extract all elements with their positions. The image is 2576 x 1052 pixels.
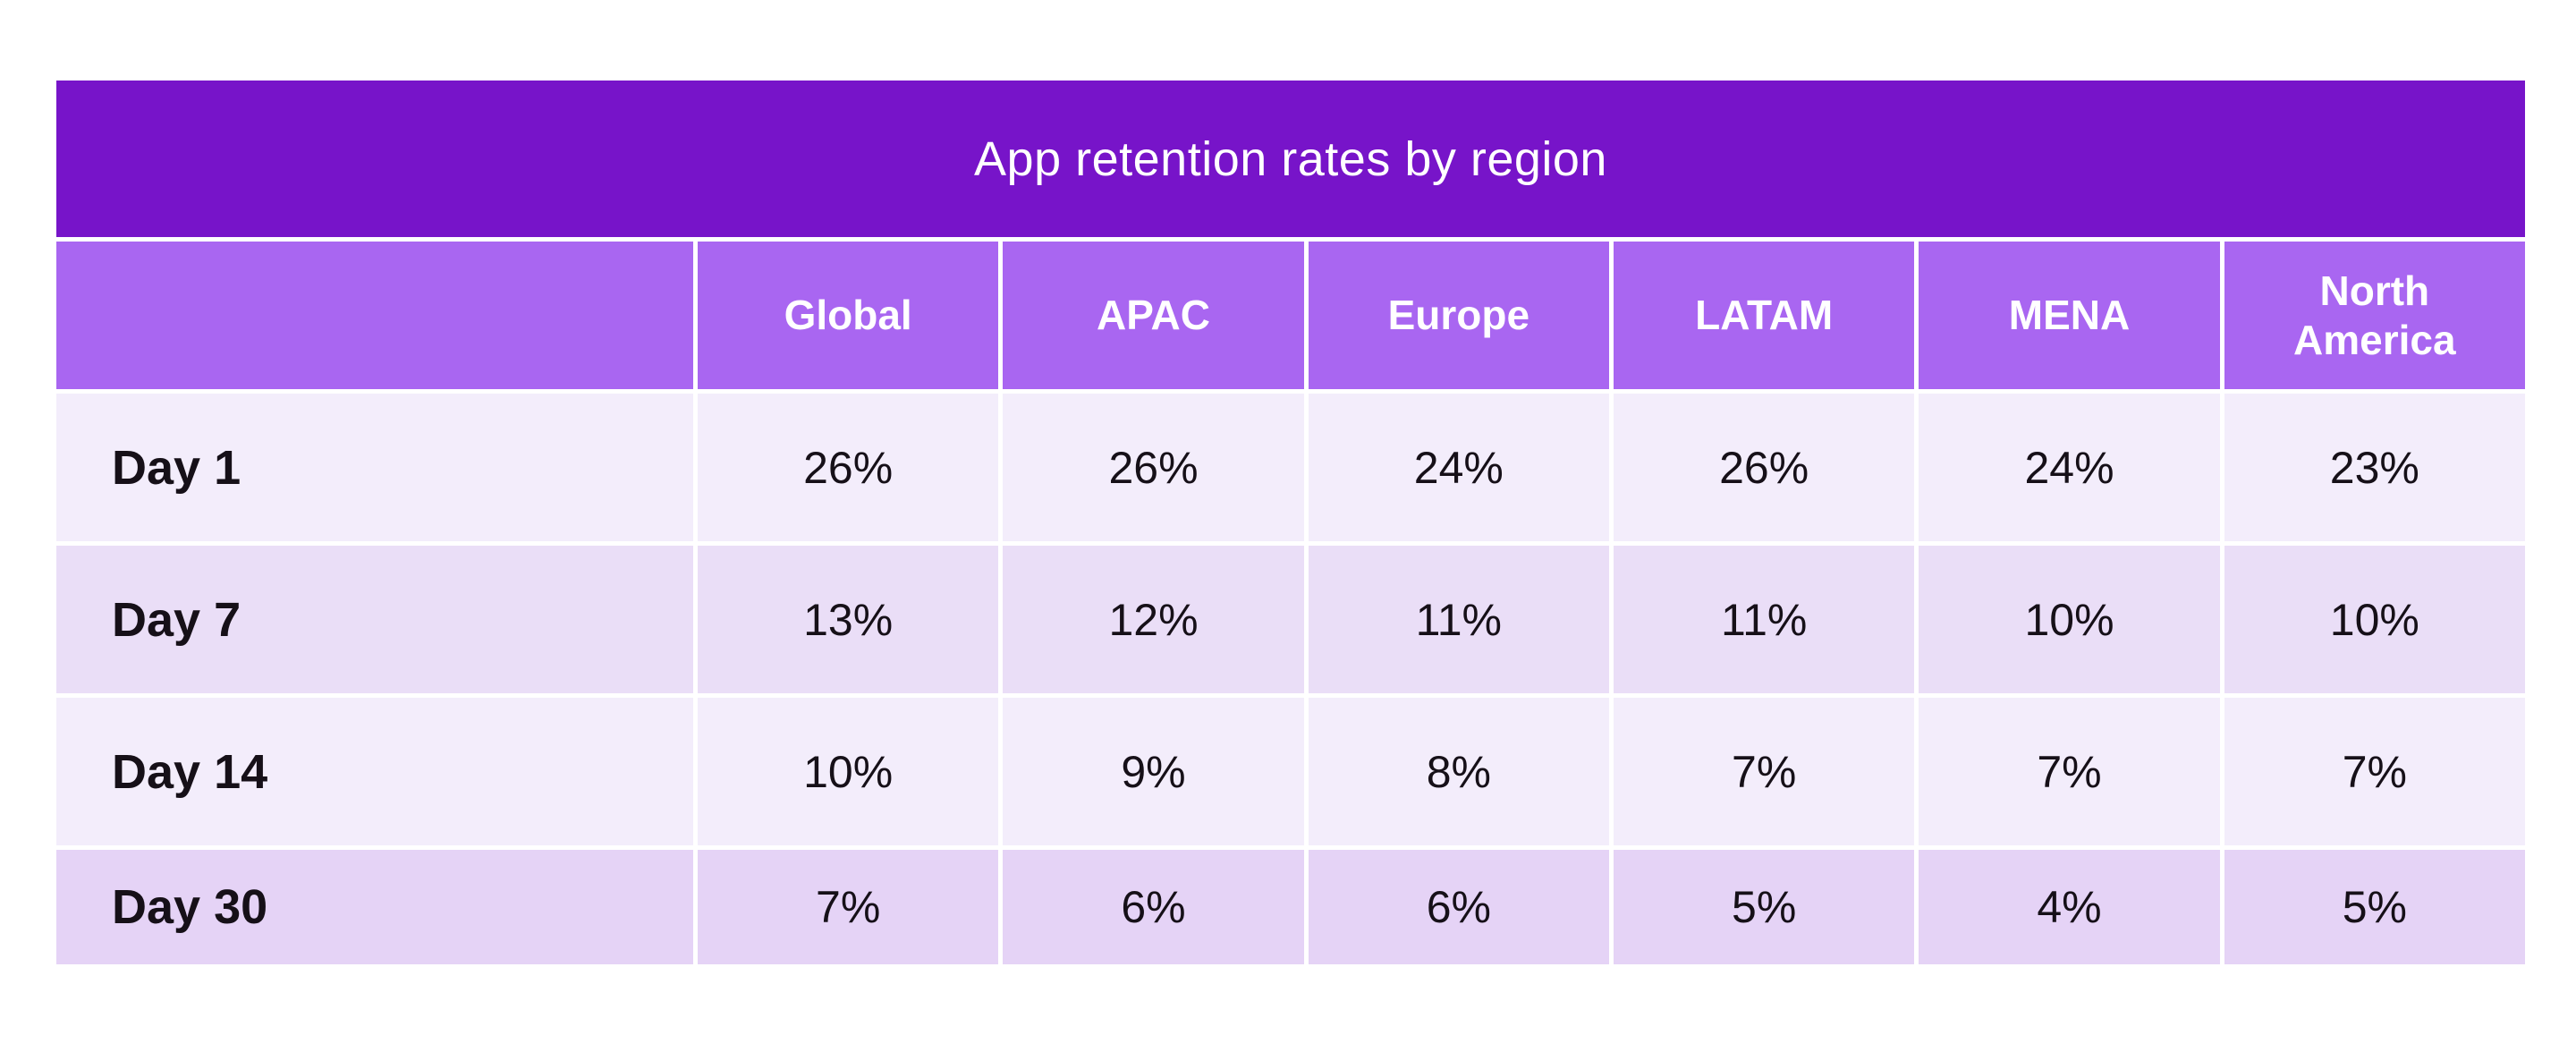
data-cell-day30-apac: 6%	[1003, 850, 1304, 964]
row-label-day-30: Day 30	[56, 850, 693, 964]
data-cell-day14-mena: 7%	[1919, 698, 2220, 845]
column-header-mena: MENA	[1919, 242, 2220, 389]
data-cell-day7-mena: 10%	[1919, 546, 2220, 693]
data-cell-day7-latam: 11%	[1614, 546, 1915, 693]
data-cell-day14-north-america: 7%	[2224, 698, 2525, 845]
column-header-latam: LATAM	[1614, 242, 1915, 389]
column-header-north-america: North America	[2224, 242, 2525, 389]
data-cell-day1-mena: 24%	[1919, 394, 2220, 541]
data-cell-day1-north-america: 23%	[2224, 394, 2525, 541]
retention-table: App retention rates by region Global APA…	[56, 81, 2525, 964]
data-cell-day30-north-america: 5%	[2224, 850, 2525, 964]
data-cell-day14-apac: 9%	[1003, 698, 1304, 845]
column-header-global: Global	[698, 242, 999, 389]
data-cell-day7-europe: 11%	[1308, 546, 1609, 693]
data-cell-day30-latam: 5%	[1614, 850, 1915, 964]
corner-cell	[56, 242, 693, 389]
data-cell-day7-apac: 12%	[1003, 546, 1304, 693]
data-cell-day1-europe: 24%	[1308, 394, 1609, 541]
row-label-day-1: Day 1	[56, 394, 693, 541]
data-cell-day14-global: 10%	[698, 698, 999, 845]
data-cell-day30-europe: 6%	[1308, 850, 1609, 964]
data-cell-day30-mena: 4%	[1919, 850, 2220, 964]
data-cell-day14-latam: 7%	[1614, 698, 1915, 845]
data-cell-day1-apac: 26%	[1003, 394, 1304, 541]
data-cell-day14-europe: 8%	[1308, 698, 1609, 845]
data-cell-day30-global: 7%	[698, 850, 999, 964]
row-label-day-14: Day 14	[56, 698, 693, 845]
data-cell-day1-global: 26%	[698, 394, 999, 541]
row-label-day-7: Day 7	[56, 546, 693, 693]
column-header-apac: APAC	[1003, 242, 1304, 389]
data-cell-day7-north-america: 10%	[2224, 546, 2525, 693]
column-header-europe: Europe	[1308, 242, 1609, 389]
data-cell-day1-latam: 26%	[1614, 394, 1915, 541]
data-cell-day7-global: 13%	[698, 546, 999, 693]
table-title: App retention rates by region	[56, 81, 2525, 237]
